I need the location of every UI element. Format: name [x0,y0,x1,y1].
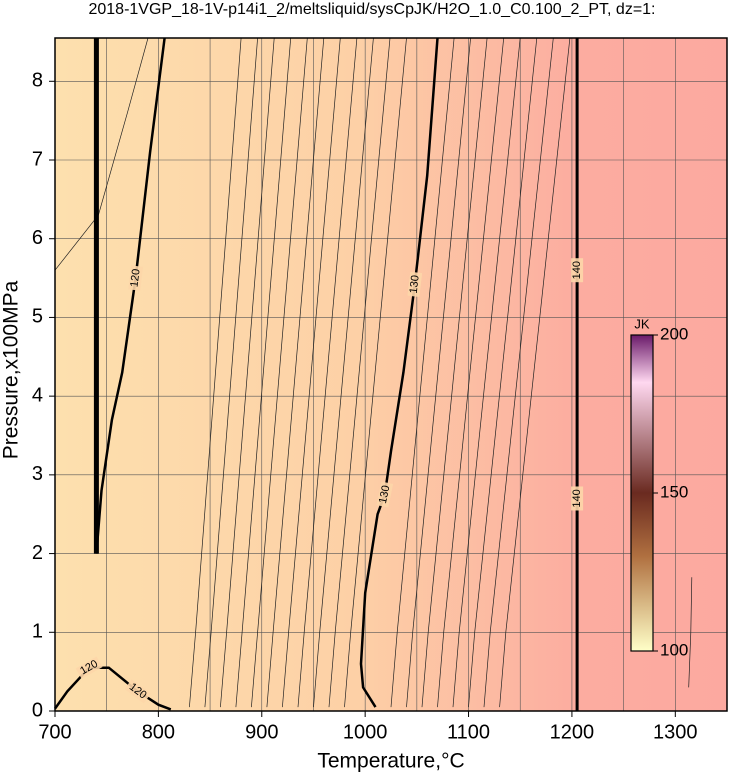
contour-label-bg [571,486,584,511]
x-tick-label: 1000 [343,721,388,743]
y-tick-label: 1 [32,621,43,643]
thin-contour [251,37,308,708]
thin-contour [297,37,358,708]
plot-frame [54,37,728,712]
contour-label: 130 [407,271,423,298]
contour-label-text: 140 [571,261,583,279]
x-tick-label: 1300 [653,721,698,743]
thin-contour [390,37,455,708]
thin-contour [282,37,341,708]
y-tick-label: 0 [32,699,43,721]
contour-label: 130 [376,481,394,508]
colorbar [630,334,654,652]
colorbar-tick-label: 100 [660,640,688,659]
contour-label-text: 120 [128,268,142,288]
thin-contour [452,37,521,708]
thin-contour [344,37,407,708]
x-axis-label: Temperature,°C [317,750,464,773]
thin-contour [688,577,693,688]
contour-label-text: 130 [408,275,422,295]
thin-contour [483,37,554,708]
y-tick-label: 5 [32,306,43,328]
contour-label: 120 [128,265,144,291]
thin-contour [437,37,505,708]
contour-label-bg [124,679,151,704]
thin-contour [189,37,242,708]
contour-label-bg [407,271,423,298]
colorbar-tick-label: 200 [660,324,688,343]
y-tick-label: 2 [32,542,43,564]
contour-line [95,37,166,554]
y-tick-label: 3 [32,463,43,485]
thin-contour [204,37,258,708]
thin-contour [54,37,149,271]
y-tick-label: 6 [32,227,43,249]
thin-contour [499,37,571,708]
x-tick-label: 1200 [550,721,595,743]
y-tick-label: 8 [32,70,43,92]
colorbar-tick-label: 150 [660,482,688,501]
thin-contour [421,37,488,708]
thin-contour [266,37,325,708]
y-axis-label: Pressure,x100MPa [0,280,23,459]
plot-background [55,38,727,711]
x-tick-label: 1100 [447,721,490,743]
thin-contour [220,37,275,708]
contour-label: 140 [571,486,584,511]
contour-label-bg [128,265,144,291]
thin-contour [235,37,292,708]
x-tick-label: 900 [245,721,278,743]
y-tick-label: 7 [32,148,43,170]
contour-label-bg [571,258,584,283]
thin-contour [406,37,471,708]
contour-line [53,666,172,711]
thin-contour [313,37,374,708]
thin-contour [328,37,391,708]
chart-title: 2018-1VGP_18-1V-p14i1_2/meltsliquid/sysC… [88,1,655,18]
contour-label-text: 130 [377,484,393,504]
x-tick-label: 700 [38,721,71,743]
contour-label-bg [376,481,394,508]
colorbar-label: JK [634,316,650,331]
contour-label: 140 [571,258,584,283]
contour-label-text: 140 [571,489,583,507]
y-tick-label: 4 [32,384,43,406]
x-tick-label: 800 [142,721,175,743]
thin-contour [468,37,538,708]
contour-label-bg [75,656,103,679]
